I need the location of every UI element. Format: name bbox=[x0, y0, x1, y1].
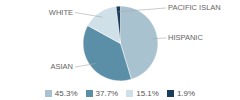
html-text:45.3%: 45.3% bbox=[54, 88, 78, 98]
svg-text:WHITE: WHITE bbox=[49, 8, 73, 17]
svg-text:PACIFIC ISLAN: PACIFIC ISLAN bbox=[168, 3, 221, 12]
html-text:1.9%: 1.9% bbox=[176, 88, 196, 98]
svg-text:ASIAN: ASIAN bbox=[50, 62, 73, 71]
svg-text:HISPANIC: HISPANIC bbox=[168, 33, 203, 42]
html-text:37.7%: 37.7% bbox=[95, 88, 119, 98]
html-text:15.1%: 15.1% bbox=[136, 88, 159, 98]
